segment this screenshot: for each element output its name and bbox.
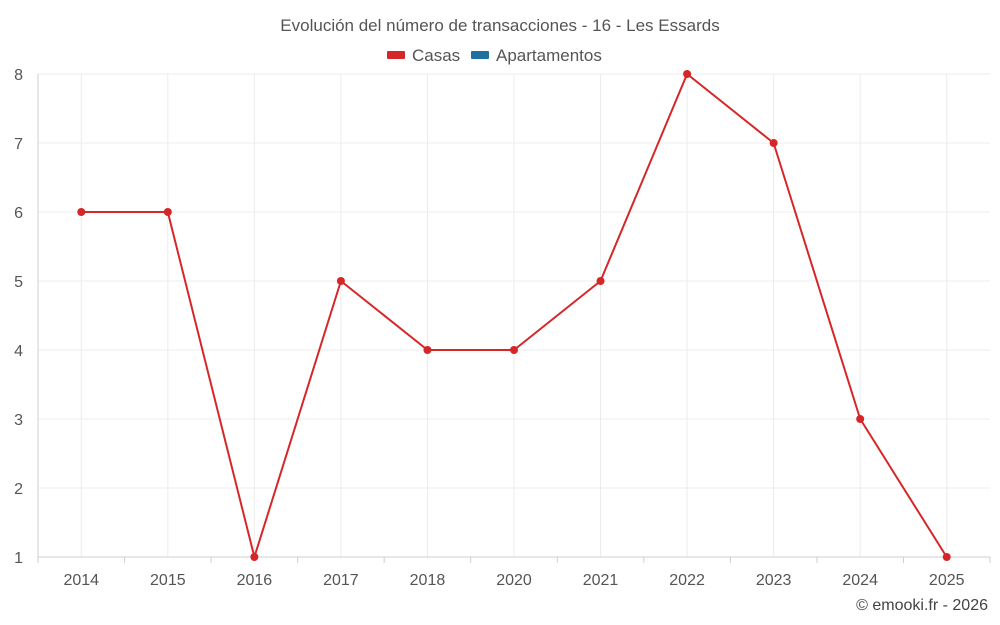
grid bbox=[38, 73, 990, 557]
legend-label-casas: Casas bbox=[412, 46, 460, 65]
legend-item-apartamentos[interactable]: Apartamentos bbox=[471, 46, 602, 65]
data-point-casas[interactable] bbox=[163, 208, 172, 216]
x-tick-label: 2022 bbox=[669, 572, 705, 589]
x-axis-ticks: 2014 2015 2016 2017 2018 2020 2021 2022 2023 2024… bbox=[63, 572, 964, 589]
data-point-casas[interactable] bbox=[769, 139, 778, 147]
y-axis-ticks: 1 2 3 4 5 6 7 8 bbox=[14, 67, 23, 567]
data-point-casas[interactable] bbox=[423, 346, 432, 354]
series-casas bbox=[77, 70, 951, 561]
x-tick-label: 2025 bbox=[929, 572, 965, 589]
data-point-casas[interactable] bbox=[856, 415, 865, 423]
legend: Casas Apartamentos bbox=[387, 46, 602, 65]
x-tick-label: 2021 bbox=[583, 572, 619, 589]
x-tick-label: 2015 bbox=[150, 572, 186, 589]
data-point-casas[interactable] bbox=[942, 553, 951, 561]
data-point-casas[interactable] bbox=[336, 277, 345, 285]
x-tick-label: 2018 bbox=[410, 572, 446, 589]
y-tick-label: 8 bbox=[14, 67, 23, 84]
legend-swatch-casas bbox=[387, 51, 405, 59]
axes bbox=[37, 74, 991, 563]
data-point-casas[interactable] bbox=[683, 70, 692, 78]
data-point-casas[interactable] bbox=[596, 277, 605, 285]
chart-title: Evolución del número de transacciones - … bbox=[280, 16, 719, 35]
y-tick-label: 3 bbox=[14, 412, 23, 429]
legend-label-apartamentos: Apartamentos bbox=[496, 46, 602, 65]
x-tick-label: 2023 bbox=[756, 572, 792, 589]
y-tick-label: 7 bbox=[14, 136, 23, 153]
x-tick-label: 2017 bbox=[323, 572, 359, 589]
x-tick-label: 2016 bbox=[237, 572, 273, 589]
y-tick-label: 6 bbox=[14, 205, 23, 222]
y-tick-label: 1 bbox=[14, 550, 23, 567]
data-point-casas[interactable] bbox=[77, 208, 86, 216]
y-tick-label: 2 bbox=[14, 481, 23, 498]
x-tick-label: 2024 bbox=[842, 572, 878, 589]
x-tick-label: 2020 bbox=[496, 572, 532, 589]
legend-item-casas[interactable]: Casas bbox=[387, 46, 460, 65]
y-tick-label: 4 bbox=[14, 343, 23, 360]
y-tick-label: 5 bbox=[14, 274, 23, 291]
data-point-casas[interactable] bbox=[510, 346, 518, 354]
credit-text: © emooki.fr - 2026 bbox=[856, 597, 988, 614]
data-point-casas[interactable] bbox=[250, 553, 259, 561]
legend-swatch-apartamentos bbox=[471, 51, 489, 59]
x-tick-label: 2014 bbox=[63, 572, 99, 589]
